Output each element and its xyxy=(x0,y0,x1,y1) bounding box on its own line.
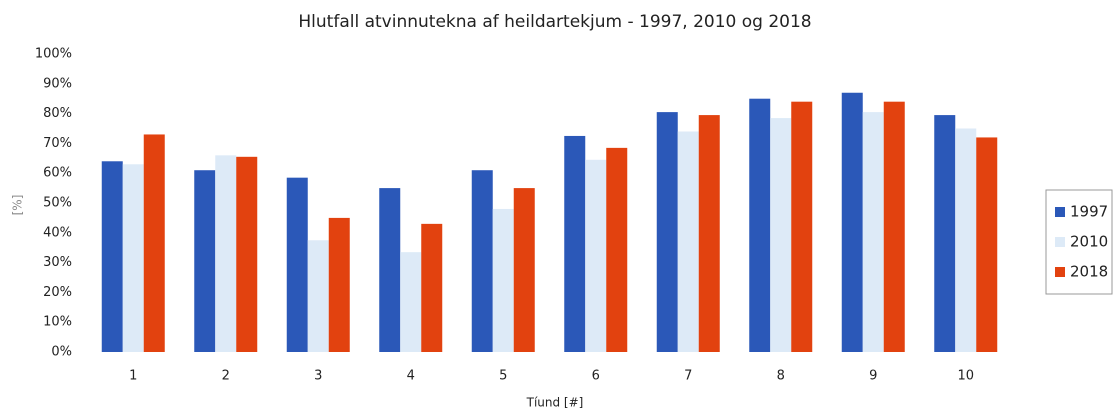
bar xyxy=(307,240,329,352)
y-tick-label: 10% xyxy=(43,315,72,330)
bar xyxy=(677,131,699,352)
y-tick-label: 40% xyxy=(43,225,72,240)
x-axis-label: Tíund [#] xyxy=(526,396,584,410)
bar xyxy=(421,223,443,352)
bar xyxy=(400,252,422,352)
bar xyxy=(379,188,401,352)
bar xyxy=(513,188,535,352)
bar xyxy=(976,137,998,352)
bar xyxy=(194,170,216,352)
bar xyxy=(585,159,607,352)
y-tick-label: 30% xyxy=(43,255,72,270)
legend-swatch xyxy=(1055,237,1065,247)
x-tick-label: 10 xyxy=(957,369,974,384)
legend-label: 1997 xyxy=(1070,203,1108,221)
bar xyxy=(101,161,123,352)
legend-swatch xyxy=(1055,267,1065,277)
bar xyxy=(698,115,720,352)
x-tick-label: 3 xyxy=(314,369,322,384)
y-tick-label: 80% xyxy=(43,106,72,121)
bar xyxy=(564,135,586,352)
bar xyxy=(955,128,977,352)
bar xyxy=(841,92,863,353)
x-tick-label: 5 xyxy=(499,369,507,384)
bar xyxy=(770,118,792,352)
x-tick-label: 6 xyxy=(592,369,600,384)
x-tick-label: 4 xyxy=(407,369,415,384)
bar xyxy=(328,217,350,352)
bar xyxy=(286,177,308,352)
bar xyxy=(656,112,678,352)
y-tick-label: 0% xyxy=(51,345,72,360)
y-tick-label: 90% xyxy=(43,76,72,91)
bar xyxy=(143,134,165,352)
chart-title: Hlutfall atvinnutekna af heildartekjum -… xyxy=(298,12,811,32)
y-tick-label: 70% xyxy=(43,136,72,151)
bar xyxy=(122,164,144,352)
bar xyxy=(215,155,237,352)
legend-label: 2010 xyxy=(1070,233,1108,251)
legend-label: 2018 xyxy=(1070,263,1108,281)
x-tick-label: 8 xyxy=(777,369,785,384)
x-tick-label: 2 xyxy=(222,369,230,384)
y-tick-label: 60% xyxy=(43,166,72,181)
bar xyxy=(862,112,884,352)
x-tick-label: 9 xyxy=(869,369,877,384)
bar xyxy=(934,115,956,352)
bar xyxy=(883,101,905,353)
y-tick-label: 50% xyxy=(43,196,72,211)
bar xyxy=(791,101,813,353)
bar xyxy=(749,98,771,352)
legend-swatch xyxy=(1055,207,1065,217)
y-tick-label: 20% xyxy=(43,285,72,300)
bar xyxy=(492,208,514,352)
y-axis-label: [%] xyxy=(11,195,25,216)
bar xyxy=(236,156,258,352)
x-tick-label: 1 xyxy=(129,369,137,384)
y-tick-label: 100% xyxy=(35,47,72,62)
x-tick-label: 7 xyxy=(684,369,692,384)
bar xyxy=(606,147,628,352)
bar xyxy=(471,170,493,352)
